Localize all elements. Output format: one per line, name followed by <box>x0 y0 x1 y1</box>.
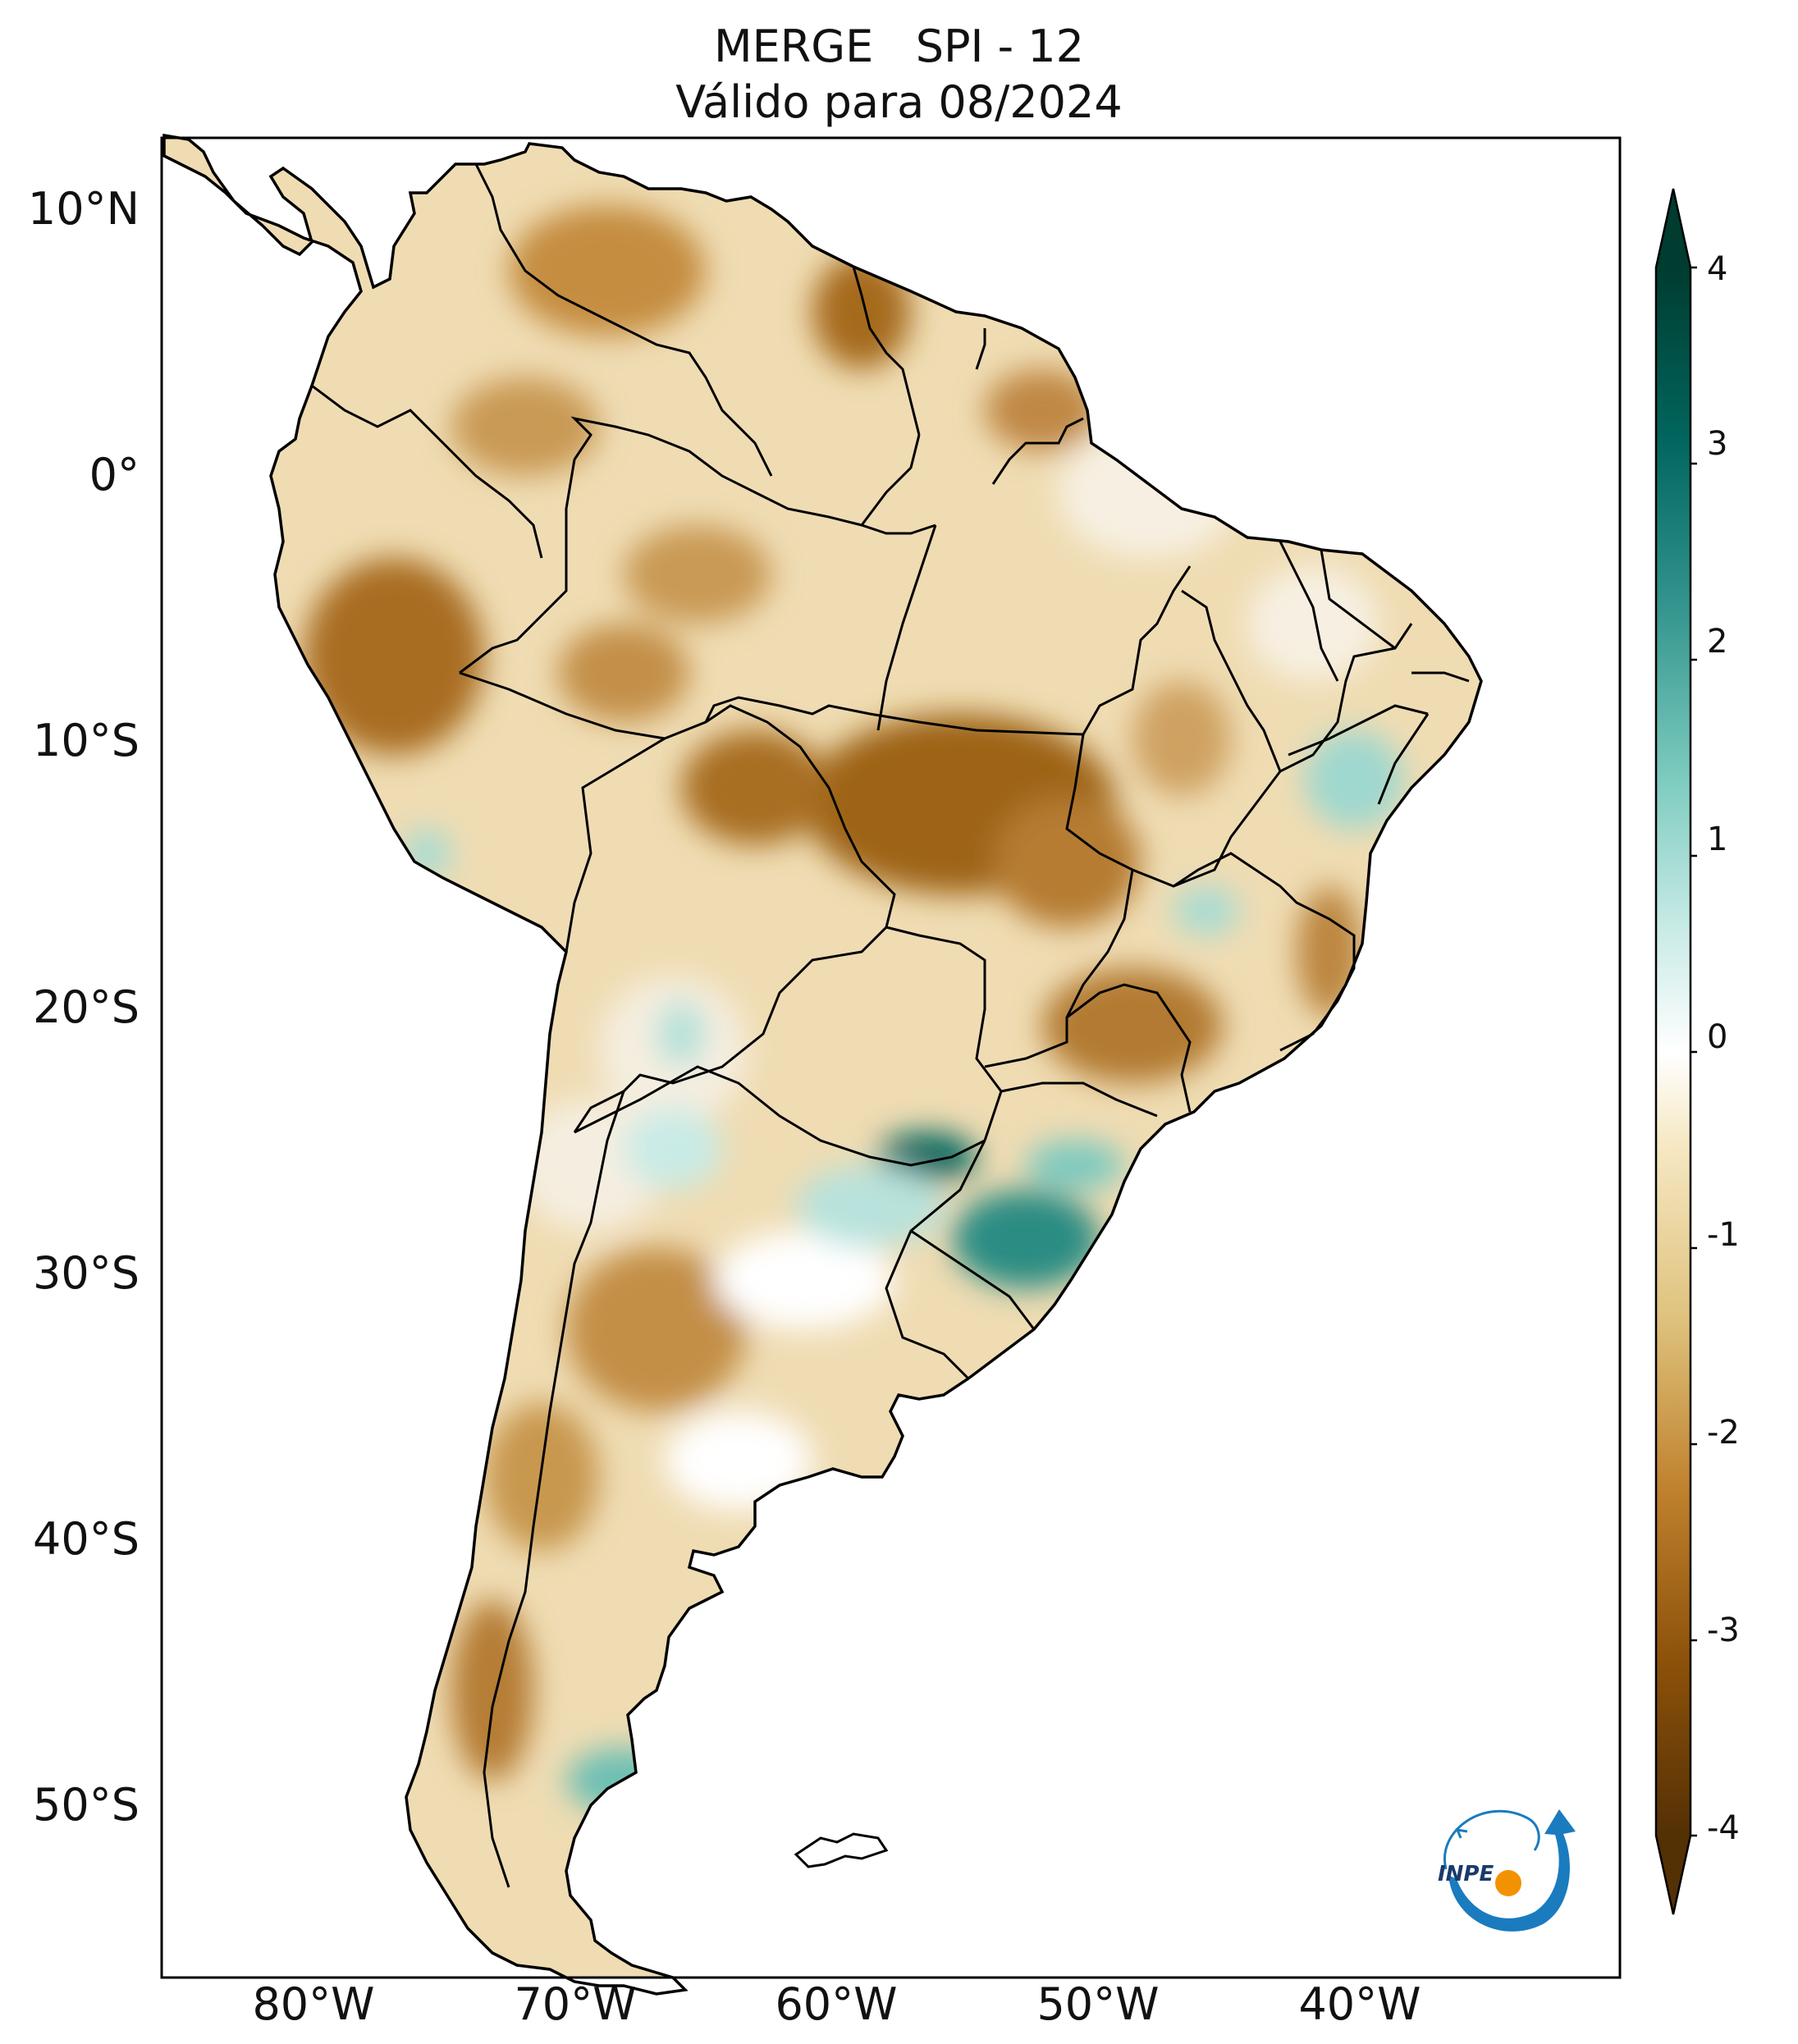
lat-label-40s: 40°S <box>33 1513 140 1565</box>
lon-label-40w: 40°W <box>1298 1978 1421 2030</box>
lon-label-50w: 50°W <box>1036 1978 1160 2030</box>
lat-label-10n: 10°N <box>27 183 140 235</box>
political-borders <box>311 163 1470 1888</box>
inpe-logo-text: INPE <box>1438 1862 1494 1886</box>
colorbar <box>1654 188 1697 1915</box>
colorbar-label-minus2: -2 <box>1707 1414 1740 1452</box>
map-title: MERGE SPI - 12 <box>714 21 1084 72</box>
lat-label-10s: 10°S <box>33 715 140 766</box>
colorbar-label-1: 1 <box>1707 821 1728 858</box>
map-subtitle: Válido para 08/2024 <box>675 76 1123 128</box>
lon-label-70w: 70°W <box>514 1978 637 2030</box>
colorbar-label-minus3: -3 <box>1707 1612 1740 1649</box>
colorbar-extend-max <box>1656 189 1690 268</box>
lat-label-30s: 30°S <box>33 1247 140 1299</box>
colorbar-label-2: 2 <box>1707 623 1728 661</box>
colorbar-label-3: 3 <box>1707 425 1728 463</box>
colorbar-label-minus4: -4 <box>1707 1809 1740 1847</box>
lat-label-50s: 50°S <box>33 1779 140 1831</box>
colorbar-label-4: 4 <box>1707 250 1728 288</box>
colorbar-label-minus1: -1 <box>1707 1216 1740 1254</box>
lat-label-0: 0° <box>89 449 140 501</box>
lon-label-60w: 60°W <box>775 1978 898 2030</box>
axes-frame <box>160 136 1622 1979</box>
lat-label-20s: 20°S <box>33 981 140 1033</box>
colorbar-extend-min <box>1656 1836 1690 1914</box>
lon-label-80w: 80°W <box>252 1978 375 2030</box>
falkland-islands <box>794 1832 889 1868</box>
colorbar-label-0: 0 <box>1707 1018 1728 1056</box>
inpe-logo: INPE <box>1438 1809 1576 1932</box>
